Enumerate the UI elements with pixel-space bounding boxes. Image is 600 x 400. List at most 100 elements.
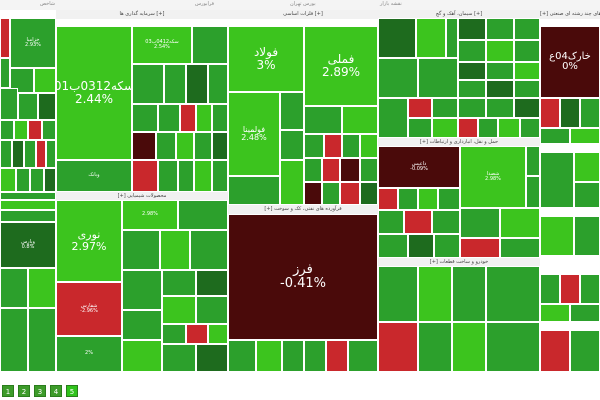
stock-tile[interactable] xyxy=(38,93,56,120)
stock-tile[interactable] xyxy=(418,58,458,98)
stock-tile[interactable] xyxy=(0,200,56,210)
stock-tile[interactable] xyxy=(570,128,600,144)
stock-tile[interactable] xyxy=(212,132,228,160)
stock-tile[interactable] xyxy=(158,160,178,192)
stock-tile[interactable] xyxy=(432,98,458,118)
stock-tile[interactable] xyxy=(574,216,600,256)
stock-tile[interactable] xyxy=(158,104,180,132)
stock-tile[interactable]: شصدا 2.98% xyxy=(460,146,526,208)
stock-tile[interactable]: وبانک xyxy=(56,160,132,192)
stock-tile[interactable] xyxy=(540,128,570,144)
page-button-2[interactable]: 2 xyxy=(18,385,30,397)
stock-tile[interactable] xyxy=(446,18,458,58)
stock-tile[interactable] xyxy=(458,98,486,118)
stock-tile[interactable]: سکه0412ب03 2.54% xyxy=(132,26,192,64)
stock-tile[interactable] xyxy=(132,132,156,160)
stock-tile[interactable] xyxy=(408,118,432,138)
stock-tile[interactable] xyxy=(326,340,348,372)
stock-tile[interactable] xyxy=(432,118,458,138)
stock-tile[interactable] xyxy=(0,140,12,168)
stock-tile[interactable] xyxy=(212,104,228,132)
stock-tile[interactable] xyxy=(404,210,432,234)
stock-tile[interactable] xyxy=(418,322,452,372)
stock-tile[interactable] xyxy=(378,210,404,234)
stock-tile[interactable] xyxy=(280,130,304,160)
stock-tile[interactable] xyxy=(196,344,228,372)
stock-tile[interactable] xyxy=(452,266,486,322)
stock-tile[interactable] xyxy=(514,40,540,62)
stock-tile[interactable] xyxy=(0,58,10,88)
stock-tile[interactable] xyxy=(36,140,46,168)
stock-tile[interactable] xyxy=(498,118,520,138)
stock-tile[interactable] xyxy=(178,160,194,192)
stock-tile[interactable] xyxy=(360,182,378,205)
stock-tile[interactable] xyxy=(162,296,196,324)
stock-tile[interactable] xyxy=(122,310,162,340)
stock-tile[interactable] xyxy=(322,158,340,182)
stock-tile[interactable] xyxy=(156,132,176,160)
stock-tile[interactable] xyxy=(196,104,212,132)
stock-tile[interactable] xyxy=(304,106,342,134)
stock-tile[interactable]: سکه0312ب012.44% xyxy=(56,26,132,160)
stock-tile[interactable] xyxy=(580,98,600,128)
stock-tile[interactable] xyxy=(438,188,460,210)
sector-title[interactable]: سرمایه گذاری ها [+] xyxy=(56,10,228,19)
sector-title[interactable]: [+] محصولات شیمیایی xyxy=(56,192,228,201)
sector-title[interactable]: [+] خودرو و ساخت قطعات xyxy=(378,258,540,267)
stock-tile[interactable] xyxy=(340,182,360,205)
stock-tile[interactable] xyxy=(486,18,514,40)
stock-tile[interactable]: فملی 2.89% xyxy=(304,26,378,106)
stock-tile[interactable] xyxy=(526,146,540,176)
stock-tile[interactable] xyxy=(196,296,228,324)
stock-tile[interactable] xyxy=(378,58,418,98)
stock-tile[interactable] xyxy=(132,104,158,132)
stock-tile[interactable] xyxy=(540,152,574,208)
stock-tile[interactable] xyxy=(570,330,600,372)
stock-tile[interactable] xyxy=(304,340,326,372)
stock-tile[interactable] xyxy=(460,208,500,238)
stock-tile[interactable] xyxy=(458,80,486,98)
stock-tile[interactable]: نوری 2.97% xyxy=(56,200,122,282)
topbar-item[interactable]: بورس تهران xyxy=(290,1,316,7)
stock-tile[interactable] xyxy=(460,238,500,258)
stock-tile[interactable] xyxy=(452,322,486,372)
stock-tile[interactable] xyxy=(378,322,418,372)
stock-tile[interactable]: 2.98% xyxy=(122,200,178,230)
stock-tile[interactable] xyxy=(486,62,514,80)
stock-tile[interactable] xyxy=(486,40,514,62)
stock-tile[interactable] xyxy=(540,304,570,322)
stock-tile[interactable] xyxy=(304,182,322,205)
page-button-5[interactable]: 5 xyxy=(66,385,78,397)
stock-tile[interactable]: شفارس -2.96% xyxy=(56,282,122,336)
stock-tile[interactable] xyxy=(194,132,212,160)
stock-tile[interactable] xyxy=(458,118,478,138)
stock-tile[interactable] xyxy=(540,274,560,304)
stock-tile[interactable]: خزامیا 2.93% xyxy=(10,18,56,68)
stock-tile[interactable] xyxy=(0,120,14,140)
stock-tile[interactable]: فرز -0.41% xyxy=(228,214,378,340)
stock-tile[interactable] xyxy=(486,266,540,322)
stock-tile[interactable] xyxy=(514,18,540,40)
stock-tile[interactable] xyxy=(580,274,600,304)
stock-tile[interactable] xyxy=(180,104,196,132)
stock-tile[interactable] xyxy=(408,234,434,258)
stock-tile[interactable]: خارک04ع 0% xyxy=(540,26,600,98)
topbar-item[interactable]: شاخص xyxy=(40,1,55,7)
stock-tile[interactable] xyxy=(540,330,570,372)
stock-tile[interactable] xyxy=(30,168,44,192)
stock-tile[interactable] xyxy=(520,118,540,138)
stock-tile[interactable] xyxy=(324,134,342,158)
stock-tile[interactable] xyxy=(486,322,540,372)
stock-tile[interactable] xyxy=(514,80,540,98)
stock-tile[interactable] xyxy=(162,344,196,372)
stock-tile[interactable] xyxy=(0,308,28,372)
stock-tile[interactable] xyxy=(540,216,574,256)
stock-tile[interactable] xyxy=(378,18,416,58)
stock-tile[interactable] xyxy=(574,182,600,208)
stock-tile[interactable] xyxy=(196,270,228,296)
stock-tile[interactable] xyxy=(486,80,514,98)
stock-tile[interactable] xyxy=(526,176,540,208)
stock-tile[interactable] xyxy=(378,234,408,258)
stock-tile[interactable] xyxy=(560,98,580,128)
stock-tile[interactable] xyxy=(12,140,24,168)
